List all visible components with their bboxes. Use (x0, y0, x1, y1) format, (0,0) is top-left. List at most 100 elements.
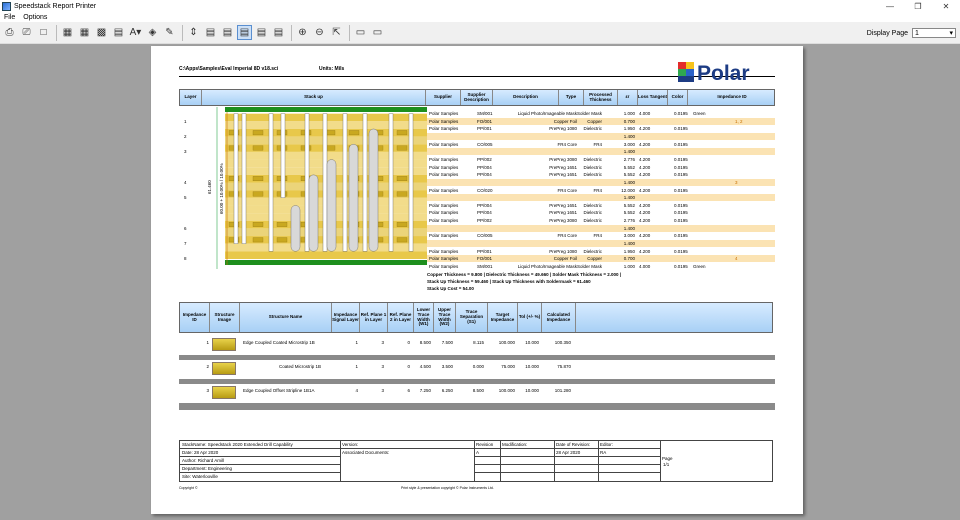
zoom-in-icon[interactable]: ⊕ (298, 27, 307, 38)
impedance-header-cell: Upper Trace Width (W2) (434, 303, 456, 332)
cell-w1: 4.500 (419, 364, 431, 369)
stackup-view-icon[interactable]: ▤ (237, 25, 252, 40)
cell-er: 4.200 (639, 156, 651, 162)
cell-supplier: Polar Samples (429, 210, 459, 216)
cell-loss-tangent: 0.0195 (674, 202, 688, 208)
copper-trace (276, 222, 288, 227)
table-icon[interactable]: ▤ (113, 27, 124, 38)
cell-thickness: 1.950 (623, 248, 635, 254)
restore-button[interactable]: ❐ (914, 1, 922, 11)
minimize-button[interactable]: — (886, 1, 894, 11)
cell-er: 4.200 (639, 248, 651, 254)
cell-calculated: 100.350 (554, 340, 571, 345)
edit-icon[interactable]: ✎ (165, 27, 174, 38)
footer-rule (180, 456, 340, 457)
menu-file[interactable]: File (4, 13, 16, 21)
drill-via (342, 113, 348, 252)
stackup-diagram: 61.460 60.00 + 10.00% / 10.00% (207, 107, 427, 269)
columns-alt-icon[interactable]: ▦ (79, 27, 90, 38)
cell-ref-plane-1: 3 (381, 388, 384, 393)
cell-structure-name: Edge Coupled Offset Stripline 1B1A (243, 388, 315, 393)
copper-trace (252, 222, 264, 227)
color-icon[interactable]: ◈ (148, 27, 157, 38)
zoom-out-icon[interactable]: ⊖ (315, 27, 324, 38)
display-page-control: Display Page 1 ▾ (867, 28, 956, 38)
drill-via (388, 113, 394, 252)
cell-supplier-desc: PP/004 (477, 172, 492, 178)
cell-type: Solder Mask (576, 264, 602, 269)
impedance-row: 1 Edge Coupled Coated Microstrip 1B 1 3 0 8.5… (179, 335, 773, 353)
copper-trace (252, 191, 264, 197)
cell-target: 100.000 (498, 388, 515, 393)
layer-icon[interactable]: ▤ (205, 27, 216, 38)
cell-thickness: 1.000 (623, 264, 635, 269)
footer-rule (474, 472, 660, 473)
footer-page: Page (662, 456, 673, 461)
menu-options[interactable]: Options (23, 13, 48, 21)
font-icon[interactable]: A▾ (129, 27, 142, 38)
layer-number: 2 (184, 133, 187, 139)
toolbar-separator (182, 24, 183, 41)
cell-type: Dielectric (583, 248, 602, 254)
cell-impedance-id: 1 (206, 340, 209, 345)
cell-signal-layer: 1 (355, 340, 358, 345)
two-page-icon[interactable]: ▭ (372, 27, 383, 38)
print-preview-area[interactable]: C:\Apps\Samples\Eval Imperial 8D v18.sci… (0, 44, 960, 520)
impedance-header-cell: Ref. Plane 2 in Layer (388, 303, 414, 332)
cell-supplier-desc: PP/004 (477, 164, 492, 170)
copper-trace (396, 145, 408, 151)
drill-via (362, 113, 368, 252)
back-drill-via (368, 128, 379, 252)
cell-description: PrePreg 3080 (549, 156, 577, 162)
print-icon[interactable]: ⎙ (5, 27, 14, 38)
cell-supplier: Polar Samples (429, 126, 459, 132)
stackup-header-cell: Processed Thickness (584, 90, 618, 105)
cell-loss-tangent: 0.0195 (674, 141, 688, 147)
footer-author: Author: Richard Amill (182, 458, 225, 463)
close-button[interactable]: ✕ (942, 1, 950, 11)
single-page-icon[interactable]: ▭ (355, 27, 366, 38)
columns-icon[interactable]: ▦ (62, 27, 73, 38)
drill-alt-icon[interactable]: ▤ (273, 27, 284, 38)
grid-icon[interactable]: ▩ (96, 27, 107, 38)
stackup-table-header: Layer Stack up Supplier Supplier Descriptio… (179, 89, 775, 106)
stackup-row: 1.400 (427, 194, 775, 202)
cell-supplier: Polar Samples (429, 233, 459, 239)
cell-ref-plane-1: 3 (381, 340, 384, 345)
back-drill-via (348, 144, 359, 252)
stackup-summary-line: Stack Up Thickness = 59.460 | Stack Up T… (427, 279, 591, 284)
print-preview-icon[interactable]: ⎚ (22, 27, 31, 38)
copper-trace (252, 237, 264, 243)
cell-loss-tangent: 0.0195 (674, 164, 688, 170)
cell-thickness: 3.000 (623, 141, 635, 147)
dimension-icon[interactable]: ⇕ (189, 27, 198, 38)
drill-icon[interactable]: ▤ (256, 27, 267, 38)
cell-ref-plane-2: 0 (407, 364, 410, 369)
footer-department: Department: Engineering (182, 466, 233, 471)
stackup-row: Polar Samples PP/004 PrePreg 1651 Dielectri… (427, 164, 775, 171)
cell-signal-layer: 1 (355, 364, 358, 369)
drill-via (233, 113, 239, 244)
structure-image (212, 386, 236, 399)
layer-number: 1 (184, 118, 187, 124)
back-drill-via (290, 205, 301, 252)
stackup-header-cell: Loss Tangent (638, 90, 668, 105)
stackup-row: Polar Samples PP/002 PrePreg 3080 Dielectri… (427, 217, 775, 224)
cell-supplier-desc: CO/005 (477, 141, 493, 147)
display-page-select[interactable]: 1 ▾ (912, 28, 956, 38)
cell-target: 100.000 (498, 340, 515, 345)
drill-via (268, 113, 274, 252)
footer-divider (340, 441, 341, 481)
cell-structure-name: Edge Coupled Coated Microstrip 1B (243, 340, 315, 345)
row-separator-bar (179, 405, 775, 410)
cell-type: Dielectric (583, 164, 602, 170)
layer-alt-icon[interactable]: ▤ (222, 27, 233, 38)
cell-type: Dielectric (583, 126, 602, 132)
fit-page-icon[interactable]: ⇱ (332, 27, 341, 38)
stackup-row: Polar Samples SM/001 Liquid Photo/Imageabl… (427, 263, 775, 270)
cell-supplier-desc: PP/001 (477, 248, 492, 254)
copper-trace (348, 130, 360, 136)
footer-revision: Revision (476, 442, 494, 447)
cell-er: 4.200 (639, 164, 651, 170)
page-icon[interactable]: □ (40, 27, 47, 38)
